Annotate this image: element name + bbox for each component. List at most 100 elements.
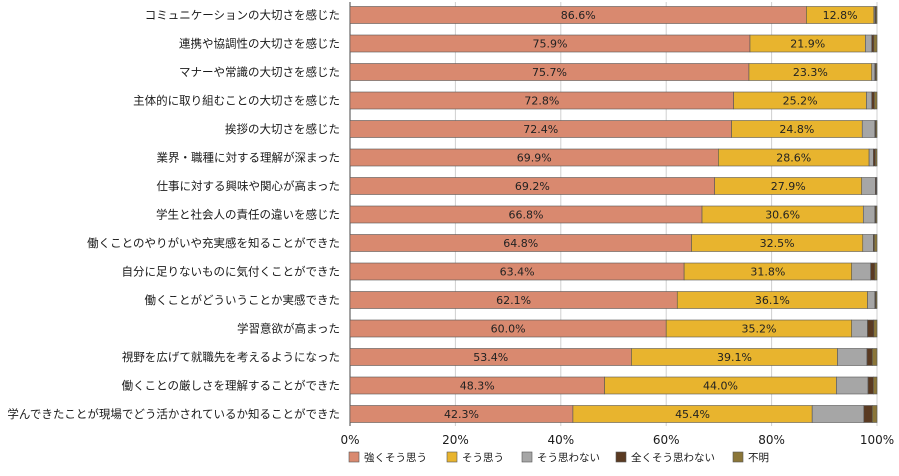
data-label: 27.9% <box>771 180 806 193</box>
data-label: 75.9% <box>533 38 568 51</box>
legend-swatch <box>521 451 533 463</box>
legend-label: 強くそう思う <box>364 451 427 464</box>
bar-segment <box>862 234 874 252</box>
category-label: 働くことのやりがいや充実感を知ることができた <box>87 236 340 250</box>
data-label: 24.8% <box>779 123 814 136</box>
bar-segment <box>875 6 878 24</box>
data-label: 69.9% <box>517 152 552 165</box>
bar-segment <box>871 405 878 423</box>
category-label: 仕事に対する興味や関心が高まった <box>156 179 340 193</box>
bar-segment <box>871 348 878 366</box>
data-label: 66.8% <box>509 209 544 222</box>
bar-segment <box>875 148 878 167</box>
data-label: 72.4% <box>523 123 558 136</box>
data-label: 60.0% <box>491 323 526 336</box>
data-label: 75.7% <box>532 66 567 79</box>
bar-segment <box>873 34 878 53</box>
bar-segment <box>876 177 878 195</box>
x-tick-label: 20% <box>442 433 469 447</box>
data-label: 64.8% <box>503 237 538 250</box>
category-label: 業界・職種に対する理解が深まった <box>156 151 340 165</box>
legend-swatch <box>348 451 360 463</box>
data-label: 44.0% <box>703 380 738 393</box>
bar-segment <box>867 376 874 395</box>
data-label: 36.1% <box>755 294 790 307</box>
category-label: 学習意欲が高まった <box>237 322 340 336</box>
data-label: 42.3% <box>444 408 479 421</box>
data-label: 48.3% <box>460 380 495 393</box>
data-label: 63.4% <box>500 266 535 279</box>
data-label: 12.8% <box>823 9 858 22</box>
data-label: 25.2% <box>783 95 818 108</box>
data-label: 28.6% <box>776 152 811 165</box>
legend-swatch <box>732 451 744 463</box>
legend-label: そう思わない <box>537 452 600 464</box>
x-tick-label: 80% <box>758 433 785 447</box>
category-label: 働くことがどういうことか実感できた <box>145 293 341 307</box>
bar-segment <box>851 262 871 281</box>
bar-segment <box>865 34 873 53</box>
category-label: 主体的に取り組むことの大切さを感じた <box>133 94 340 108</box>
data-label: 45.4% <box>675 408 710 421</box>
category-label: 視野を広げて就職先を考えるようになった <box>122 350 340 364</box>
bar-segment <box>875 205 878 224</box>
x-tick-label: 0% <box>340 433 359 447</box>
bar-segment <box>861 177 876 195</box>
x-tick-label: 60% <box>653 433 680 447</box>
data-label: 30.6% <box>765 209 800 222</box>
bar-segment <box>866 348 873 366</box>
bar-segment <box>871 91 875 110</box>
legend-label: 全くそう思わない <box>631 451 715 464</box>
bar-segment <box>875 63 878 81</box>
bar-segment <box>871 63 876 81</box>
bar-segment <box>861 120 876 138</box>
category-label: 自分に足りないものに気付くことができた <box>122 265 341 279</box>
legend-label: 不明 <box>748 452 769 464</box>
bar-segment <box>863 405 873 423</box>
bar-segment <box>867 319 875 338</box>
data-label: 69.2% <box>515 180 550 193</box>
legend-swatch <box>615 451 627 463</box>
legend-swatch <box>446 451 458 463</box>
category-label: 働くことの厳しさを理解することができた <box>122 379 340 393</box>
bar-segment <box>873 148 876 167</box>
legend-label: そう思う <box>462 452 504 464</box>
bar-segment <box>874 91 878 110</box>
data-label: 35.2% <box>741 323 776 336</box>
bar-segment <box>875 291 878 309</box>
bar-segment <box>862 205 876 224</box>
category-label: 学んできたことが現場でどう活かされているか知ることができた <box>7 407 340 421</box>
bar-segment <box>875 120 878 138</box>
bar-segment <box>866 91 873 110</box>
data-label: 53.4% <box>473 351 508 364</box>
bar-segment <box>851 319 868 338</box>
data-label: 62.1% <box>496 294 531 307</box>
category-label: 挨拶の大切さを感じた <box>225 122 340 136</box>
category-label: マナーや常識の大切さを感じた <box>179 65 340 79</box>
data-label: 86.6% <box>561 9 596 22</box>
bar-segment <box>867 291 876 309</box>
bar-segment <box>870 262 876 281</box>
x-tick-label: 100% <box>860 433 894 447</box>
data-label: 23.3% <box>793 66 828 79</box>
data-label: 39.1% <box>717 351 752 364</box>
data-label: 32.5% <box>760 237 795 250</box>
bar-segment <box>874 262 878 281</box>
bar-segment <box>836 376 869 395</box>
bar-segment <box>871 34 875 53</box>
x-tick-label: 40% <box>547 433 574 447</box>
bar-segment <box>811 405 865 423</box>
bar-segment <box>874 234 878 252</box>
data-label: 21.9% <box>790 38 825 51</box>
bar-segment <box>837 348 868 366</box>
bar-segment <box>873 376 878 395</box>
data-label: 31.8% <box>750 266 785 279</box>
category-label: コミュニケーションの大切さを感じた <box>145 8 340 22</box>
bar-segment <box>868 148 874 167</box>
category-label: 学生と社会人の責任の違いを感じた <box>156 208 340 222</box>
category-label: 連携や協調性の大切さを感じた <box>179 37 340 51</box>
data-label: 72.8% <box>524 95 559 108</box>
bar-segment <box>873 319 878 338</box>
